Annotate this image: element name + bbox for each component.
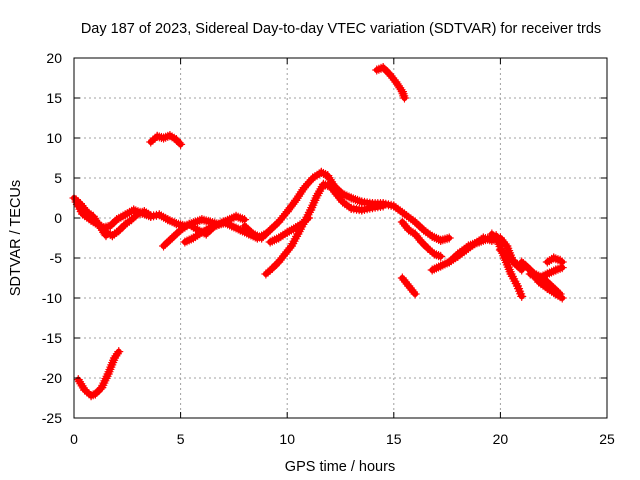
series-track-5 [146,131,186,149]
plus-marker [222,217,233,227]
series-track-19 [525,263,567,283]
y-tick-label: -25 [42,410,62,426]
plus-marker [303,179,313,189]
x-tick-label: 5 [177,431,185,447]
y-tick-label: -5 [50,250,63,266]
series-track-10 [265,213,314,247]
series-track-4 [73,347,124,401]
plus-marker [303,213,314,223]
y-axis-label: SDTVAR / TECUs [8,180,24,296]
plus-marker [402,223,412,233]
series-track-12 [397,217,446,261]
plus-marker [421,242,431,252]
x-tick-label: 0 [70,431,78,447]
x-tick-label: 20 [493,431,509,447]
grid-lines [74,58,607,418]
x-tick-label: 25 [599,431,615,447]
plus-marker [304,177,314,187]
series-track-7 [180,217,233,247]
series-track-9 [261,179,388,279]
x-tick-label: 15 [386,431,402,447]
chart-title: Day 187 of 2023, Sidereal Day-to-day VTE… [81,21,601,37]
plus-marker [410,289,420,299]
plus-marker [272,219,282,229]
axis-ticks: 0 5 10 15 20 25 -25 -20 -15 -10 -5 0 5 10 15 20 [42,50,615,447]
series-track-16 [487,229,527,301]
x-axis-label: GPS time / hours [285,459,395,475]
plus-marker [301,181,311,191]
plot-frame [73,57,608,419]
plus-marker [557,293,567,303]
plus-marker [444,233,454,243]
plus-marker [399,93,410,103]
series-track-3 [94,207,156,241]
plus-marker [436,251,446,261]
y-tick-label: -20 [42,370,62,386]
plus-marker [408,287,419,297]
plus-marker [299,183,309,193]
series-track-8 [239,167,454,245]
plus-marker [396,85,406,95]
series-track-20 [542,253,567,267]
plus-marker [176,139,186,149]
y-tick-label: 0 [54,210,62,226]
series-track-13 [397,273,420,299]
y-tick-label: 15 [46,90,62,106]
plus-marker [557,257,567,267]
plus-marker [378,201,388,211]
plus-marker [306,175,316,185]
y-tick-label: 10 [46,130,62,146]
series-track-11 [372,63,410,103]
data-series [69,63,567,401]
y-tick-label: 20 [46,50,62,66]
y-tick-label: -10 [42,290,62,306]
y-tick-label: 5 [54,170,62,186]
plus-marker [146,211,156,221]
x-tick-label: 10 [279,431,295,447]
plus-marker [517,291,527,301]
y-tick-label: -15 [42,330,62,346]
plus-marker [174,138,184,148]
plus-marker [336,195,346,205]
plus-marker [114,347,124,357]
